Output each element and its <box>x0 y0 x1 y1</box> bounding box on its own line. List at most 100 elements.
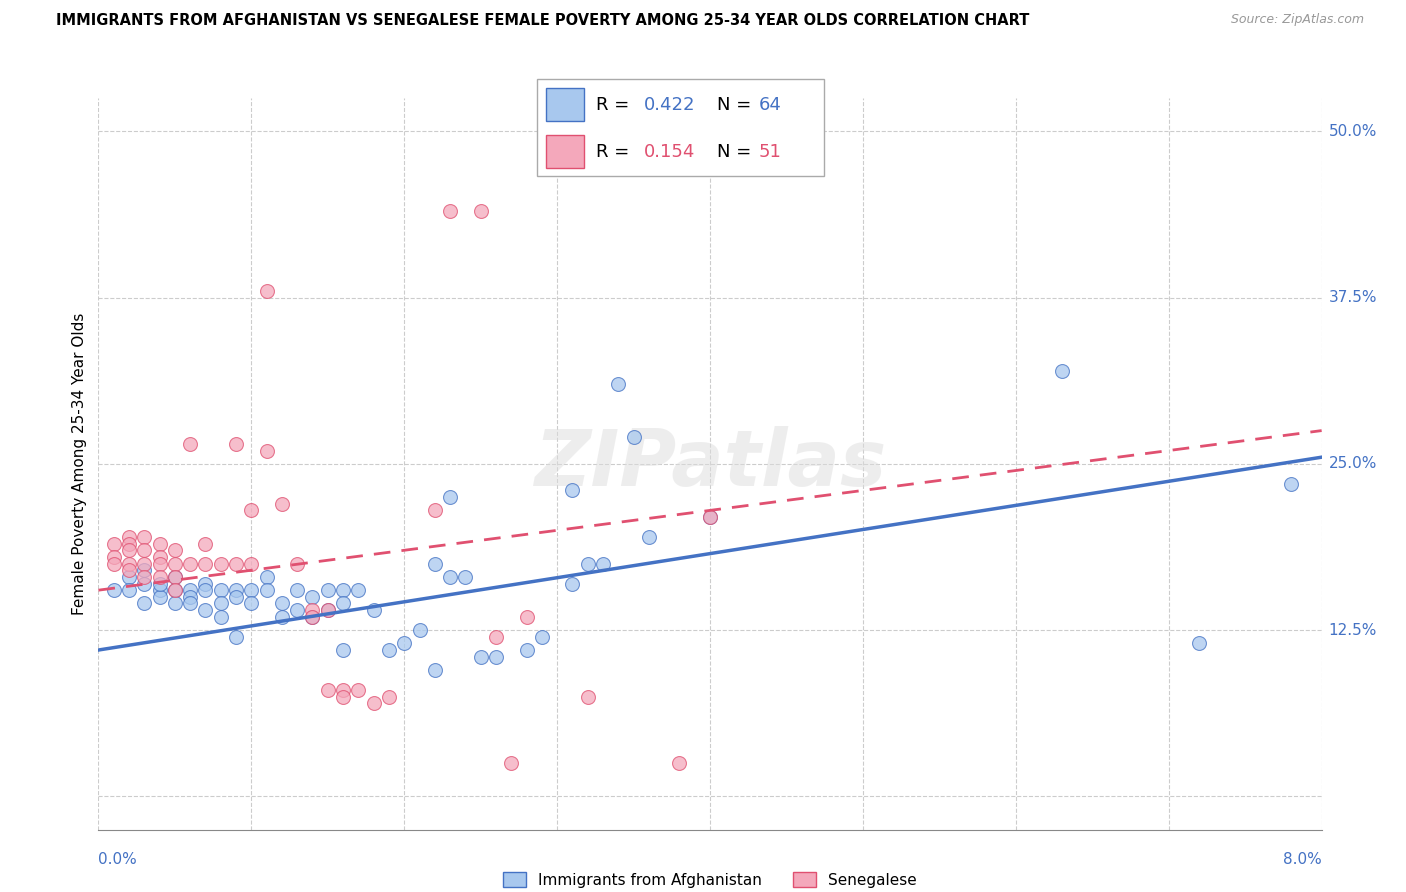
Point <box>576 690 599 704</box>
Point <box>118 536 141 550</box>
Point <box>592 557 614 571</box>
Point <box>163 570 186 584</box>
Point <box>363 696 385 710</box>
Point <box>179 597 201 611</box>
Point <box>699 510 721 524</box>
Text: 25.0%: 25.0% <box>1329 457 1376 471</box>
Point <box>194 583 217 598</box>
Point <box>1279 476 1302 491</box>
Point <box>163 557 186 571</box>
Point <box>209 557 232 571</box>
Point <box>439 204 461 219</box>
Point <box>485 649 508 664</box>
Point <box>118 557 141 571</box>
Point <box>103 583 125 598</box>
Point <box>118 563 141 577</box>
Point <box>209 597 232 611</box>
Text: 51: 51 <box>759 143 782 161</box>
Point <box>149 549 172 564</box>
Point <box>256 570 278 584</box>
Point <box>163 543 186 558</box>
Point <box>470 204 492 219</box>
Point <box>163 570 186 584</box>
Point <box>256 583 278 598</box>
Point <box>378 690 401 704</box>
Point <box>149 536 172 550</box>
Point <box>149 583 172 598</box>
Point <box>623 430 645 444</box>
Point <box>576 557 599 571</box>
Point <box>285 603 308 617</box>
Point <box>118 543 141 558</box>
Point <box>530 630 553 644</box>
Point <box>118 530 141 544</box>
Text: 0.154: 0.154 <box>644 143 695 161</box>
Point <box>240 583 263 598</box>
Point <box>163 583 186 598</box>
Point <box>301 603 323 617</box>
FancyBboxPatch shape <box>546 136 585 168</box>
Point <box>163 583 186 598</box>
Point <box>347 682 370 697</box>
FancyBboxPatch shape <box>537 78 824 177</box>
Point <box>134 563 156 577</box>
Point <box>194 557 217 571</box>
Point <box>301 609 323 624</box>
Point <box>316 603 339 617</box>
Point <box>408 623 430 637</box>
Point <box>285 557 308 571</box>
Point <box>516 643 538 657</box>
Text: N =: N = <box>717 143 758 161</box>
Point <box>637 530 661 544</box>
Point <box>225 630 247 644</box>
Text: 50.0%: 50.0% <box>1329 124 1376 139</box>
Point <box>347 583 370 598</box>
Point <box>270 609 294 624</box>
Point <box>256 443 278 458</box>
Point <box>134 543 156 558</box>
Point <box>561 576 583 591</box>
Text: 37.5%: 37.5% <box>1329 290 1376 305</box>
Point <box>332 643 354 657</box>
Point <box>179 557 201 571</box>
Point <box>699 510 721 524</box>
Point <box>163 597 186 611</box>
Point <box>225 590 247 604</box>
Point <box>209 609 232 624</box>
Point <box>240 503 263 517</box>
Point <box>332 597 354 611</box>
Point <box>392 636 416 650</box>
Point <box>516 609 538 624</box>
Text: ZIPatlas: ZIPatlas <box>534 425 886 502</box>
Point <box>134 570 156 584</box>
Point <box>194 603 217 617</box>
Point <box>149 570 172 584</box>
Point <box>378 643 401 657</box>
Text: 0.422: 0.422 <box>644 95 695 113</box>
Point <box>316 682 339 697</box>
Point <box>270 597 294 611</box>
Point <box>1050 364 1073 378</box>
Point <box>607 377 630 392</box>
Point <box>103 557 125 571</box>
Point <box>240 557 263 571</box>
Point <box>225 437 247 451</box>
FancyBboxPatch shape <box>546 88 585 121</box>
Point <box>194 536 217 550</box>
Point <box>301 590 323 604</box>
Point <box>118 570 141 584</box>
Point <box>103 536 125 550</box>
Point <box>363 603 385 617</box>
Point <box>103 549 125 564</box>
Point <box>1188 636 1211 650</box>
Point <box>470 649 492 664</box>
Point <box>134 530 156 544</box>
Text: N =: N = <box>717 95 758 113</box>
Point <box>285 583 308 598</box>
Point <box>668 756 690 770</box>
Text: 8.0%: 8.0% <box>1282 852 1322 867</box>
Point <box>118 583 141 598</box>
Text: Source: ZipAtlas.com: Source: ZipAtlas.com <box>1230 13 1364 27</box>
Point <box>423 557 446 571</box>
Point <box>501 756 523 770</box>
